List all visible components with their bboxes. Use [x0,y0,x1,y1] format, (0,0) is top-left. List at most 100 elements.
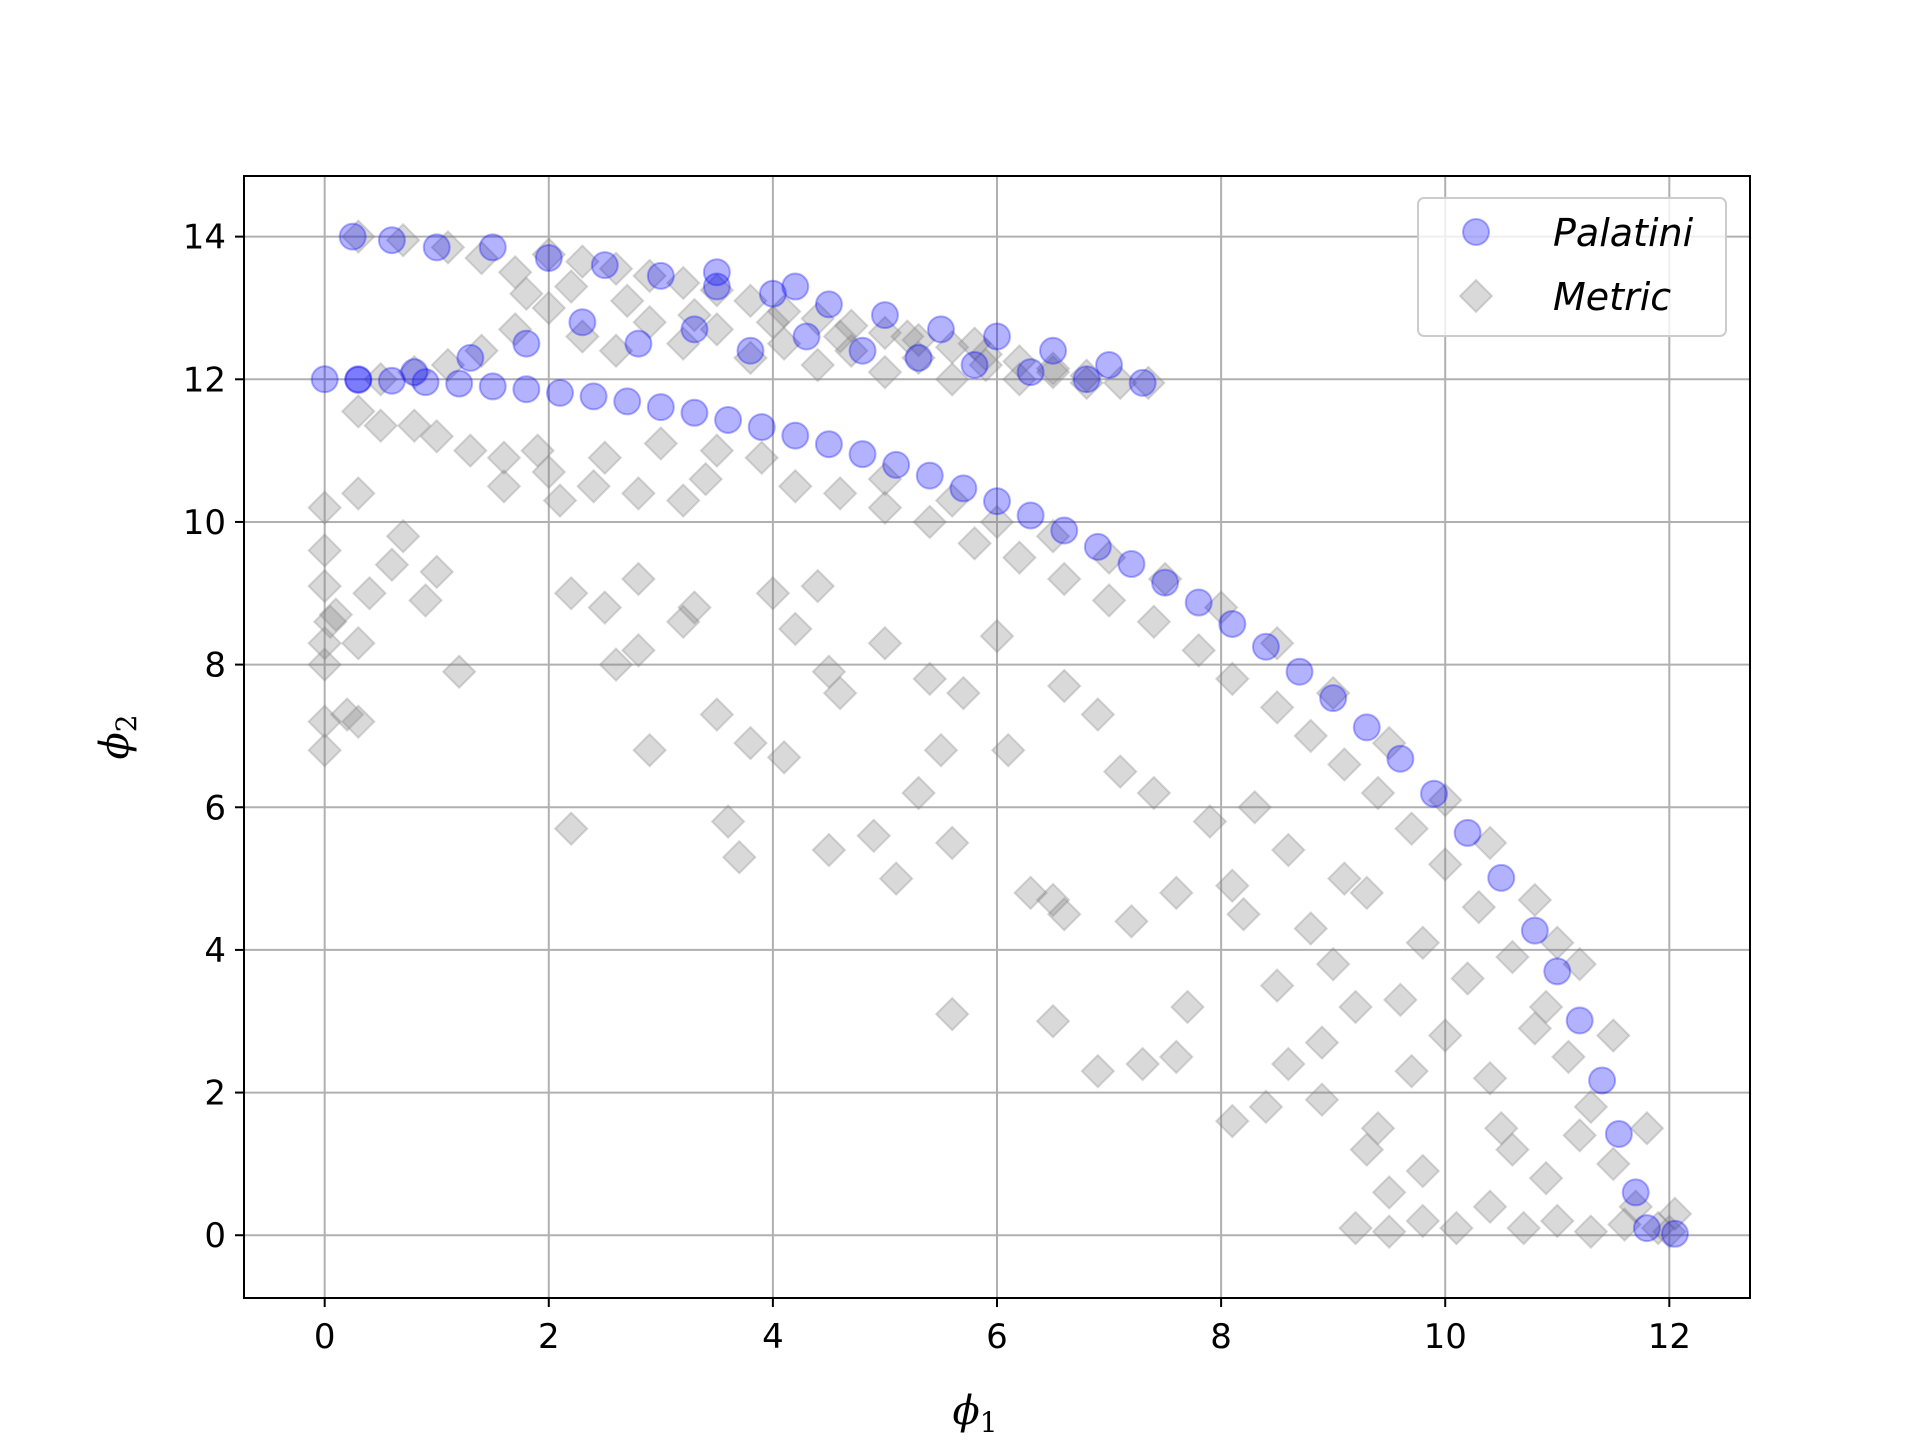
metric-point [811,654,847,690]
metric-point [677,590,712,625]
metric-point [699,272,735,308]
x-axis-label: ϕ1 [952,1388,997,1439]
metric-series [307,219,1693,1250]
metric-point [1304,1082,1340,1118]
palatini-point [983,322,1011,351]
metric-point [1270,1046,1306,1082]
metric-point [1069,358,1105,394]
metric-point [441,654,477,690]
metric-point [1013,875,1049,911]
legend-box [1417,197,1727,337]
palatini-point [848,440,877,469]
metric-point [1461,889,1497,925]
metric-point [1001,361,1037,397]
palatini-point [1117,550,1146,579]
palatini-point [568,308,597,337]
metric-point [1259,625,1295,661]
metric-point [1360,775,1396,811]
metric-point [1517,1010,1553,1046]
metric-point [1158,1039,1194,1075]
metric-point [766,294,802,329]
palatini-point [814,290,843,319]
metric-point [1382,982,1418,1018]
metric-point [307,568,343,604]
metric-point [632,258,668,294]
palatini-point [926,315,955,344]
metric-point [878,861,914,897]
metric-point [632,304,668,340]
palatini-point [344,365,373,394]
metric-point [744,440,780,476]
metric-point [340,393,376,429]
metric-point [901,322,936,358]
metric-point [542,483,578,518]
x-tick-label: 8 [1210,1317,1232,1357]
metric-point [665,265,701,301]
metric-point [1304,1025,1340,1061]
metric-point [1035,1003,1071,1039]
palatini-point [1386,744,1415,773]
metric-point [1573,1089,1609,1125]
metric-point [1001,344,1037,379]
metric-point [307,647,343,683]
metric-point [1394,1053,1430,1089]
palatini-point [1184,588,1213,617]
metric-point [1315,946,1351,982]
metric-point [307,732,343,768]
metric-point [688,461,724,497]
metric-point [912,504,948,540]
metric-point [1405,1153,1441,1189]
palatini-point [1251,632,1280,661]
palatini-point [814,430,843,459]
metric-point [901,340,936,376]
metric-point [1136,604,1172,640]
metric-point [755,575,791,611]
metric-point [699,311,735,347]
palatini-point [1660,1219,1689,1248]
metric-point [363,408,399,444]
palatini-point [1588,1066,1617,1095]
metric-point [1371,1214,1407,1250]
palatini-point [702,272,731,301]
metric-point [307,704,343,740]
metric-point [833,333,869,369]
palatini-point [680,398,709,427]
metric-point [733,283,768,319]
metric-point [1427,782,1463,818]
metric-point [1035,351,1071,387]
metric-point [934,996,970,1032]
metric-point [1035,354,1071,390]
palatini-point [1453,818,1482,847]
metric-point [733,340,768,376]
metric-point [508,276,544,312]
metric-point [553,575,589,611]
metric-point [430,229,466,265]
metric-point [632,732,668,768]
metric-point [1495,1132,1530,1168]
palatini-point [781,272,810,301]
palatini-point [1520,916,1549,945]
metric-point [1551,1039,1586,1075]
metric-point [1170,989,1205,1025]
metric-point [934,483,970,518]
x-tick-label: 0 [314,1317,336,1357]
palatini-point [613,387,642,416]
metric-point [1046,668,1082,704]
metric-point [419,554,455,590]
palatini-point [422,233,451,262]
metric-point [1080,697,1116,732]
metric-point [677,297,712,333]
palatini-point [680,315,709,344]
metric-point [1114,903,1149,939]
metric-point [923,732,959,768]
palatini-point [624,329,653,358]
metric-point [990,732,1026,768]
metric-point [1046,896,1082,932]
metric-point [1035,882,1071,918]
metric-point [497,254,533,290]
palatini-point [1604,1119,1633,1148]
metric-point [598,333,634,369]
metric-point [307,533,343,568]
metric-point [564,244,600,280]
metric-point [1181,632,1217,668]
